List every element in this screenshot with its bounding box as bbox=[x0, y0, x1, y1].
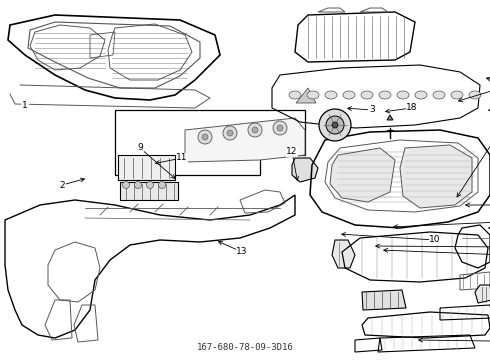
Circle shape bbox=[198, 130, 212, 144]
Circle shape bbox=[122, 181, 129, 189]
Polygon shape bbox=[296, 88, 316, 103]
Ellipse shape bbox=[307, 91, 319, 99]
Polygon shape bbox=[400, 145, 472, 208]
Ellipse shape bbox=[451, 91, 463, 99]
Text: 3: 3 bbox=[369, 105, 375, 114]
Circle shape bbox=[223, 126, 237, 140]
Text: 10: 10 bbox=[429, 235, 441, 244]
Ellipse shape bbox=[397, 91, 409, 99]
Circle shape bbox=[326, 116, 344, 134]
Circle shape bbox=[227, 130, 233, 136]
Circle shape bbox=[158, 181, 166, 189]
Polygon shape bbox=[332, 240, 355, 268]
Text: 13: 13 bbox=[236, 248, 248, 256]
Polygon shape bbox=[292, 158, 318, 182]
Circle shape bbox=[252, 127, 258, 133]
Ellipse shape bbox=[361, 91, 373, 99]
Circle shape bbox=[202, 134, 208, 140]
Polygon shape bbox=[387, 115, 393, 120]
Text: 167-680-78-09-3D16: 167-680-78-09-3D16 bbox=[196, 343, 294, 352]
Ellipse shape bbox=[415, 91, 427, 99]
Text: 12: 12 bbox=[286, 148, 298, 157]
Text: 9: 9 bbox=[137, 144, 143, 153]
Ellipse shape bbox=[433, 91, 445, 99]
Circle shape bbox=[277, 125, 283, 131]
Polygon shape bbox=[185, 118, 305, 162]
Text: 2: 2 bbox=[59, 180, 65, 189]
Circle shape bbox=[319, 109, 351, 141]
Polygon shape bbox=[120, 182, 178, 200]
Circle shape bbox=[248, 123, 262, 137]
Ellipse shape bbox=[289, 91, 301, 99]
Circle shape bbox=[332, 122, 338, 128]
Circle shape bbox=[147, 181, 153, 189]
Circle shape bbox=[273, 121, 287, 135]
Text: 11: 11 bbox=[176, 153, 188, 162]
Text: 18: 18 bbox=[406, 104, 418, 112]
Text: 1: 1 bbox=[22, 100, 28, 109]
Polygon shape bbox=[330, 148, 395, 202]
Ellipse shape bbox=[325, 91, 337, 99]
Ellipse shape bbox=[379, 91, 391, 99]
Ellipse shape bbox=[343, 91, 355, 99]
Ellipse shape bbox=[469, 91, 481, 99]
Circle shape bbox=[134, 181, 142, 189]
Polygon shape bbox=[118, 155, 175, 180]
Polygon shape bbox=[362, 290, 406, 310]
Polygon shape bbox=[475, 285, 490, 303]
